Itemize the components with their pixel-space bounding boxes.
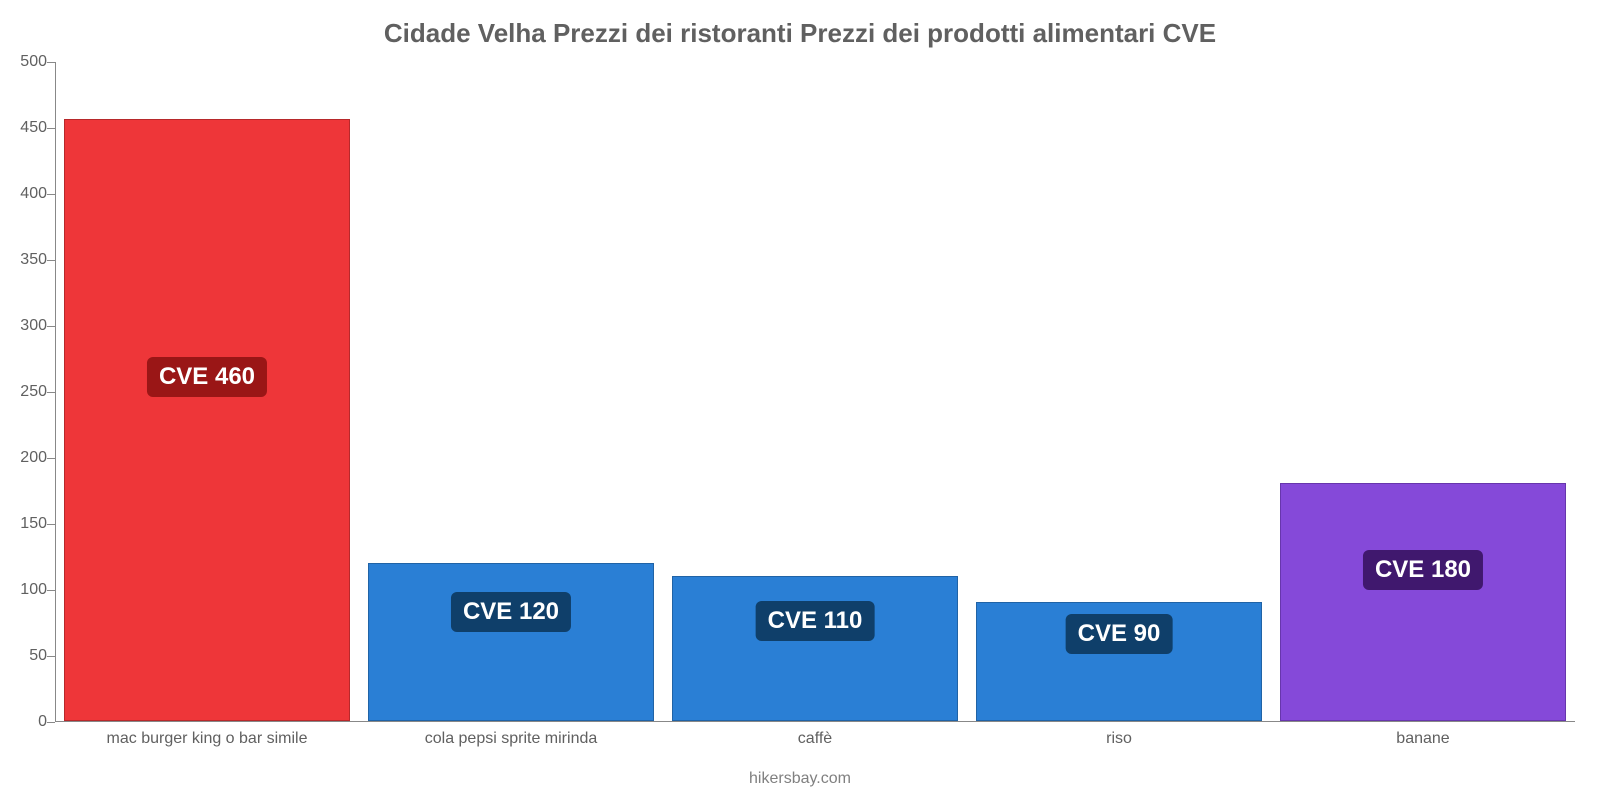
bar-value-label: CVE 110 <box>756 601 875 641</box>
y-axis-line <box>55 62 56 722</box>
y-tick-label: 100 <box>20 581 47 599</box>
y-tick-label: 50 <box>29 647 47 665</box>
y-tick-label: 200 <box>20 449 47 467</box>
x-axis-line <box>55 721 1575 722</box>
y-tick <box>47 194 55 195</box>
y-tick-label: 250 <box>20 383 47 401</box>
x-category-label: cola pepsi sprite mirinda <box>425 730 598 748</box>
y-tick <box>47 722 55 723</box>
y-tick <box>47 458 55 459</box>
y-tick <box>47 392 55 393</box>
y-tick-label: 150 <box>20 515 47 533</box>
bar-value-label: CVE 120 <box>451 592 571 632</box>
bar <box>1280 483 1566 721</box>
bar <box>368 563 654 721</box>
y-tick <box>47 326 55 327</box>
x-category-label: riso <box>1106 730 1132 748</box>
bar-value-label: CVE 180 <box>1363 550 1483 590</box>
x-category-label: mac burger king o bar simile <box>107 730 308 748</box>
bar <box>64 119 350 721</box>
bar-value-label: CVE 90 <box>1066 614 1173 654</box>
y-tick <box>47 656 55 657</box>
x-category-label: banane <box>1396 730 1449 748</box>
y-tick <box>47 128 55 129</box>
chart-attribution: hikersbay.com <box>0 770 1600 788</box>
y-tick-label: 0 <box>38 713 47 731</box>
chart-title: Cidade Velha Prezzi dei ristoranti Prezz… <box>0 18 1600 49</box>
y-tick <box>47 62 55 63</box>
plot-area: 050100150200250300350400450500CVE 460mac… <box>55 62 1575 722</box>
y-tick-label: 350 <box>20 251 47 269</box>
y-tick <box>47 260 55 261</box>
price-bar-chart: Cidade Velha Prezzi dei ristoranti Prezz… <box>0 0 1600 800</box>
y-tick <box>47 590 55 591</box>
y-tick-label: 300 <box>20 317 47 335</box>
y-tick <box>47 524 55 525</box>
bar-value-label: CVE 460 <box>147 357 267 397</box>
y-tick-label: 500 <box>20 53 47 71</box>
y-tick-label: 400 <box>20 185 47 203</box>
y-tick-label: 450 <box>20 119 47 137</box>
x-category-label: caffè <box>798 730 832 748</box>
bar <box>672 576 958 721</box>
